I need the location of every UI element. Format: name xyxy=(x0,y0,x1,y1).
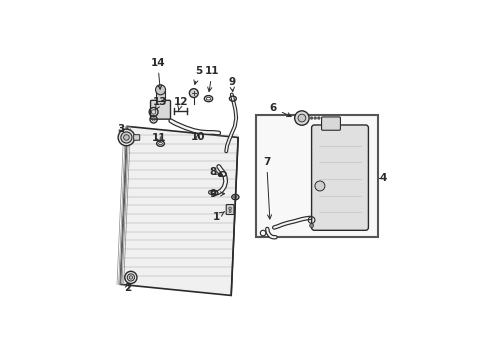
Text: 10: 10 xyxy=(190,132,205,143)
Circle shape xyxy=(297,114,305,122)
Circle shape xyxy=(218,173,222,177)
FancyBboxPatch shape xyxy=(226,204,233,215)
Circle shape xyxy=(228,210,231,212)
Circle shape xyxy=(124,271,137,284)
Text: 6: 6 xyxy=(269,103,290,117)
Text: 3: 3 xyxy=(117,123,124,134)
Text: 5: 5 xyxy=(194,66,202,84)
Text: 12: 12 xyxy=(173,97,187,110)
Circle shape xyxy=(313,116,316,120)
Circle shape xyxy=(309,224,313,228)
Text: 7: 7 xyxy=(263,157,271,219)
Text: 4: 4 xyxy=(379,173,386,183)
Text: 8: 8 xyxy=(209,167,219,177)
Text: 14: 14 xyxy=(150,58,165,89)
Circle shape xyxy=(317,116,320,120)
FancyBboxPatch shape xyxy=(311,125,367,230)
Circle shape xyxy=(228,207,231,210)
Circle shape xyxy=(127,274,134,281)
Circle shape xyxy=(123,135,129,140)
FancyBboxPatch shape xyxy=(133,135,140,140)
Bar xyxy=(256,115,377,237)
FancyBboxPatch shape xyxy=(321,117,340,130)
Polygon shape xyxy=(120,126,238,296)
Text: 2: 2 xyxy=(123,283,131,293)
Circle shape xyxy=(129,276,132,279)
Text: 13: 13 xyxy=(152,97,167,110)
Text: 11: 11 xyxy=(151,133,165,143)
Circle shape xyxy=(314,181,324,191)
Text: 1: 1 xyxy=(212,212,224,222)
Text: 9: 9 xyxy=(228,77,235,91)
Text: 11: 11 xyxy=(204,66,219,91)
Circle shape xyxy=(189,89,198,98)
Bar xyxy=(156,90,164,102)
Circle shape xyxy=(309,116,313,120)
Text: 9: 9 xyxy=(209,189,224,199)
Circle shape xyxy=(121,132,132,143)
Polygon shape xyxy=(231,138,238,296)
Circle shape xyxy=(294,111,308,125)
Circle shape xyxy=(118,129,135,146)
Circle shape xyxy=(155,85,165,95)
FancyBboxPatch shape xyxy=(150,100,170,119)
